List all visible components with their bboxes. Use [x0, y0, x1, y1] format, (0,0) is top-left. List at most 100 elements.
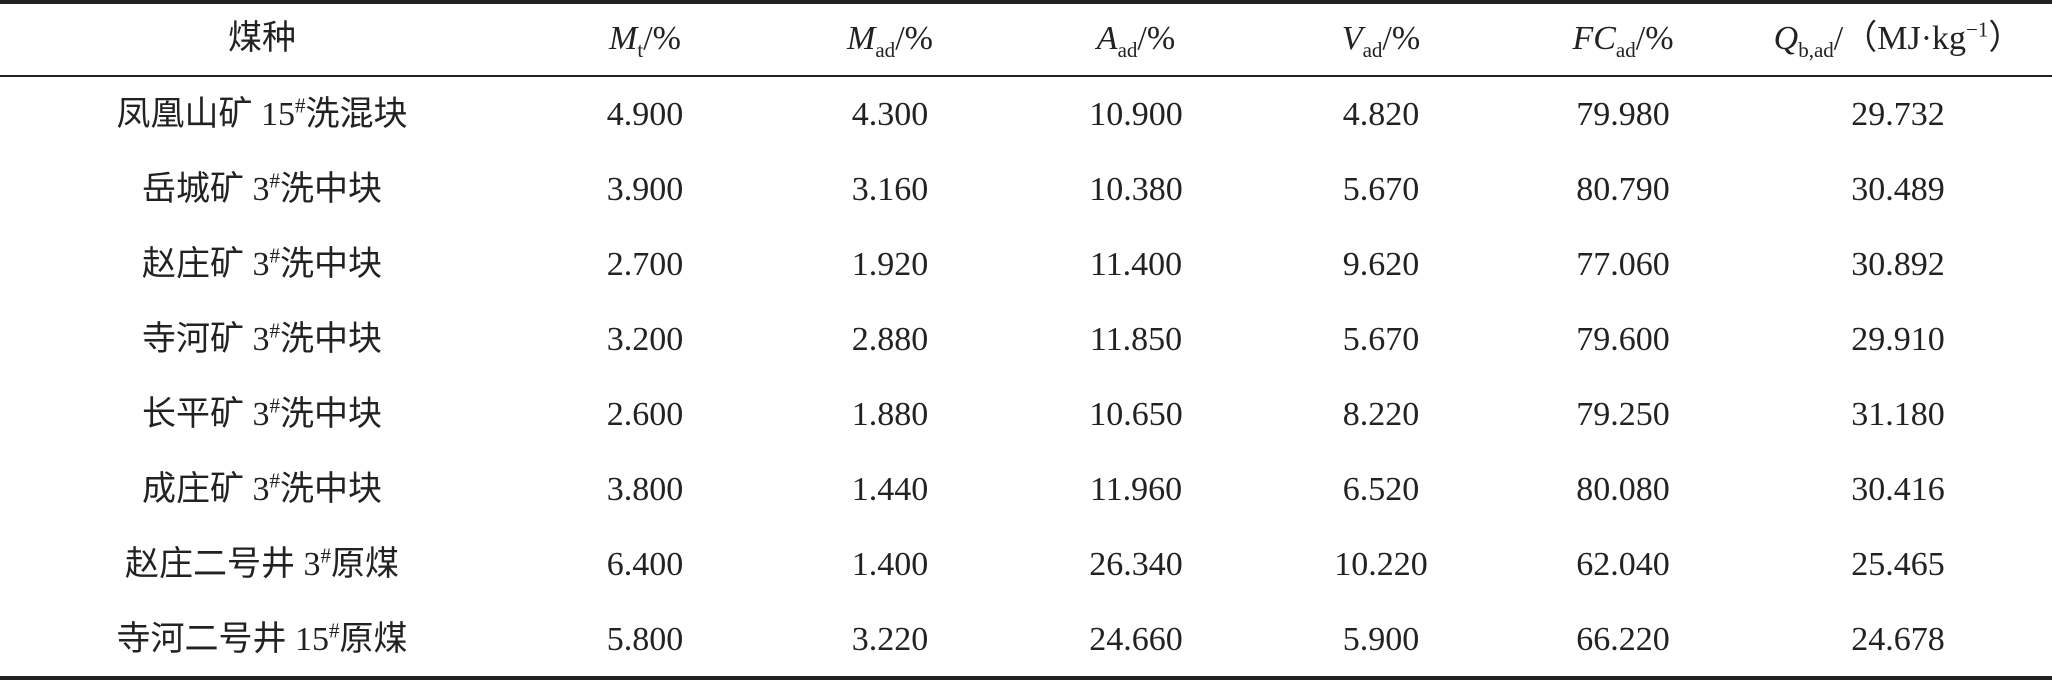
header-cell: Aad/% [1096, 20, 1176, 61]
label-text: 寺河二号井 15 [116, 620, 330, 658]
value-cell: 5.800 [606, 620, 684, 658]
value-cell: 5.670 [1342, 320, 1420, 358]
value-cell: 4.300 [851, 95, 929, 133]
value-cell: 2.880 [851, 320, 929, 358]
header-unit: /% [1382, 20, 1421, 57]
value-cell: 10.650 [1089, 395, 1183, 433]
value-cell: 26.340 [1089, 545, 1183, 583]
header-cell: Qb,ad/（MJ·kg−1） [1773, 19, 2023, 60]
value-cell: 2.600 [606, 395, 684, 433]
value-cell: 11.850 [1089, 320, 1183, 358]
value-cell: 3.200 [606, 320, 684, 358]
value-cell: 5.900 [1342, 620, 1420, 658]
header-symbol: Q [1773, 20, 1799, 57]
bottom-rule [0, 676, 2052, 680]
value-cell: 30.489 [1851, 170, 1945, 208]
header-subscript: ad [1362, 37, 1383, 62]
label-text: 赵庄矿 3 [142, 245, 270, 283]
header-subscript: b,ad [1798, 37, 1834, 62]
value-cell: 4.820 [1342, 95, 1420, 133]
label-text: 凤凰山矿 15 [116, 95, 296, 133]
label-text: 洗中块 [280, 170, 382, 208]
value-cell: 6.400 [606, 545, 684, 583]
label-text: 赵庄二号井 3 [125, 545, 321, 583]
value-cell: 10.900 [1089, 95, 1183, 133]
value-cell: 8.220 [1342, 395, 1420, 433]
value-cell: 66.220 [1576, 620, 1670, 658]
row-label: 长平矿 3#洗中块 [142, 395, 382, 433]
label-text: 洗中块 [280, 395, 382, 433]
value-cell: 31.180 [1851, 395, 1945, 433]
value-cell: 1.440 [851, 470, 929, 508]
value-cell: 24.660 [1089, 620, 1183, 658]
value-cell: 77.060 [1576, 245, 1670, 283]
value-cell: 9.620 [1342, 245, 1420, 283]
header-subscript: ad [875, 37, 896, 62]
row-label: 凤凰山矿 15#洗混块 [116, 95, 408, 133]
header-symbol: M [847, 20, 876, 57]
top-rule [0, 0, 2052, 4]
label-superscript: # [269, 393, 281, 418]
row-label: 赵庄二号井 3#原煤 [125, 545, 399, 583]
header-rule [0, 75, 2052, 77]
value-cell: 10.380 [1089, 170, 1183, 208]
value-cell: 1.920 [851, 245, 929, 283]
value-cell: 4.900 [606, 95, 684, 133]
value-cell: 80.080 [1576, 470, 1670, 508]
value-cell: 24.678 [1851, 620, 1945, 658]
row-label: 寺河矿 3#洗中块 [142, 320, 382, 358]
value-cell: 30.892 [1851, 245, 1945, 283]
label-text: 原煤 [331, 545, 399, 583]
label-text: 原煤 [339, 620, 408, 658]
header-cell: Mt/% [609, 20, 681, 61]
value-cell: 30.416 [1851, 470, 1945, 508]
header-symbol: M [609, 20, 638, 57]
value-cell: 5.670 [1342, 170, 1420, 208]
label-superscript: # [269, 168, 281, 193]
header-subscript: ad [1117, 37, 1138, 62]
header-text: 煤种 [228, 20, 296, 57]
value-cell: 1.400 [851, 545, 929, 583]
header-unit: /% [643, 20, 681, 57]
label-text: 长平矿 3 [142, 395, 270, 433]
value-cell: 3.900 [606, 170, 684, 208]
label-text: 岳城矿 3 [142, 170, 270, 208]
label-superscript: # [269, 243, 281, 268]
value-cell: 79.600 [1576, 320, 1670, 358]
label-superscript: # [329, 618, 340, 643]
header-unit: /% [1137, 20, 1176, 57]
label-text: 寺河矿 3 [142, 320, 270, 358]
value-cell: 29.910 [1851, 320, 1945, 358]
row-label: 寺河二号井 15#原煤 [116, 620, 408, 658]
value-cell: 1.880 [851, 395, 929, 433]
value-cell: 79.250 [1576, 395, 1670, 433]
header-superscript: −1 [1966, 17, 1989, 42]
value-cell: 6.520 [1342, 470, 1420, 508]
row-label: 成庄矿 3#洗中块 [142, 470, 382, 508]
header-symbol: FC [1572, 20, 1616, 57]
value-cell: 11.400 [1089, 245, 1183, 283]
label-superscript: # [269, 318, 281, 343]
value-cell: 3.800 [606, 470, 684, 508]
header-cell: 煤种 [228, 22, 296, 56]
label-text: 洗中块 [280, 320, 382, 358]
header-symbol: A [1096, 20, 1118, 57]
value-cell: 11.960 [1089, 470, 1183, 508]
header-unit: /% [895, 20, 933, 57]
header-unit: ） [1988, 20, 2023, 57]
value-cell: 25.465 [1851, 545, 1945, 583]
value-cell: 10.220 [1334, 545, 1428, 583]
header-cell: Vad/% [1342, 20, 1421, 61]
label-text: 成庄矿 3 [142, 470, 270, 508]
value-cell: 29.732 [1851, 95, 1945, 133]
value-cell: 2.700 [606, 245, 684, 283]
row-label: 赵庄矿 3#洗中块 [142, 245, 382, 283]
value-cell: 62.040 [1576, 545, 1670, 583]
value-cell: 3.220 [851, 620, 929, 658]
label-text: 洗中块 [280, 470, 382, 508]
label-text: 洗混块 [305, 95, 408, 133]
header-subscript: ad [1615, 37, 1636, 62]
value-cell: 3.160 [851, 170, 929, 208]
header-cell: Mad/% [847, 20, 933, 61]
